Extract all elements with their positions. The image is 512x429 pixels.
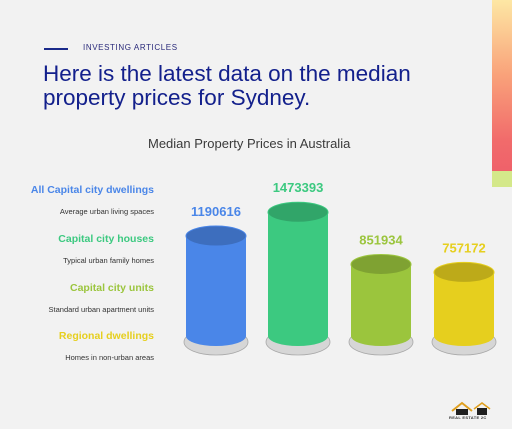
bar-4 — [431, 261, 497, 356]
bar-value-label: 1473393 — [273, 180, 324, 195]
legend-desc-regional: Homes in non-urban areas — [65, 353, 154, 362]
legend-desc-all-capital: Average urban living spaces — [59, 207, 154, 216]
bar-body — [186, 235, 246, 346]
brand-logo-icon — [451, 401, 491, 415]
bar-top-cap — [267, 201, 329, 223]
legend-title-houses: Capital city houses — [58, 233, 154, 245]
legend-title-all-capital: All Capital city dwellings — [30, 184, 154, 196]
legend-desc-units: Standard urban apartment units — [48, 305, 154, 314]
bar-body — [351, 264, 411, 346]
bar-top-cap — [350, 253, 412, 275]
bar-1 — [183, 225, 249, 356]
legend-desc-houses: Typical urban family homes — [63, 256, 154, 265]
decorative-green-block — [492, 171, 512, 187]
bar-value-label: 1190616 — [191, 204, 241, 219]
kicker-rule — [44, 48, 68, 50]
brand-name: REAL ESTATE 2C — [449, 415, 487, 420]
bar-value-label: 851934 — [359, 232, 403, 247]
bar-3 — [348, 253, 414, 356]
bar-body — [268, 212, 328, 346]
category-kicker[interactable]: INVESTING ARTICLES — [83, 43, 178, 52]
legend-title-units: Capital city units — [69, 282, 154, 294]
legend-title-regional: Regional dwellings — [58, 330, 154, 342]
bar-top-cap — [433, 261, 495, 283]
bar-value-label: 757172 — [442, 240, 485, 255]
bar-2 — [265, 201, 331, 356]
bar-top-cap — [185, 225, 247, 247]
chart-title: Median Property Prices in Australia — [148, 136, 351, 151]
decorative-gradient-bar — [492, 0, 512, 187]
page-headline: Here is the latest data on the median pr… — [43, 61, 411, 110]
bar-body — [434, 272, 494, 346]
